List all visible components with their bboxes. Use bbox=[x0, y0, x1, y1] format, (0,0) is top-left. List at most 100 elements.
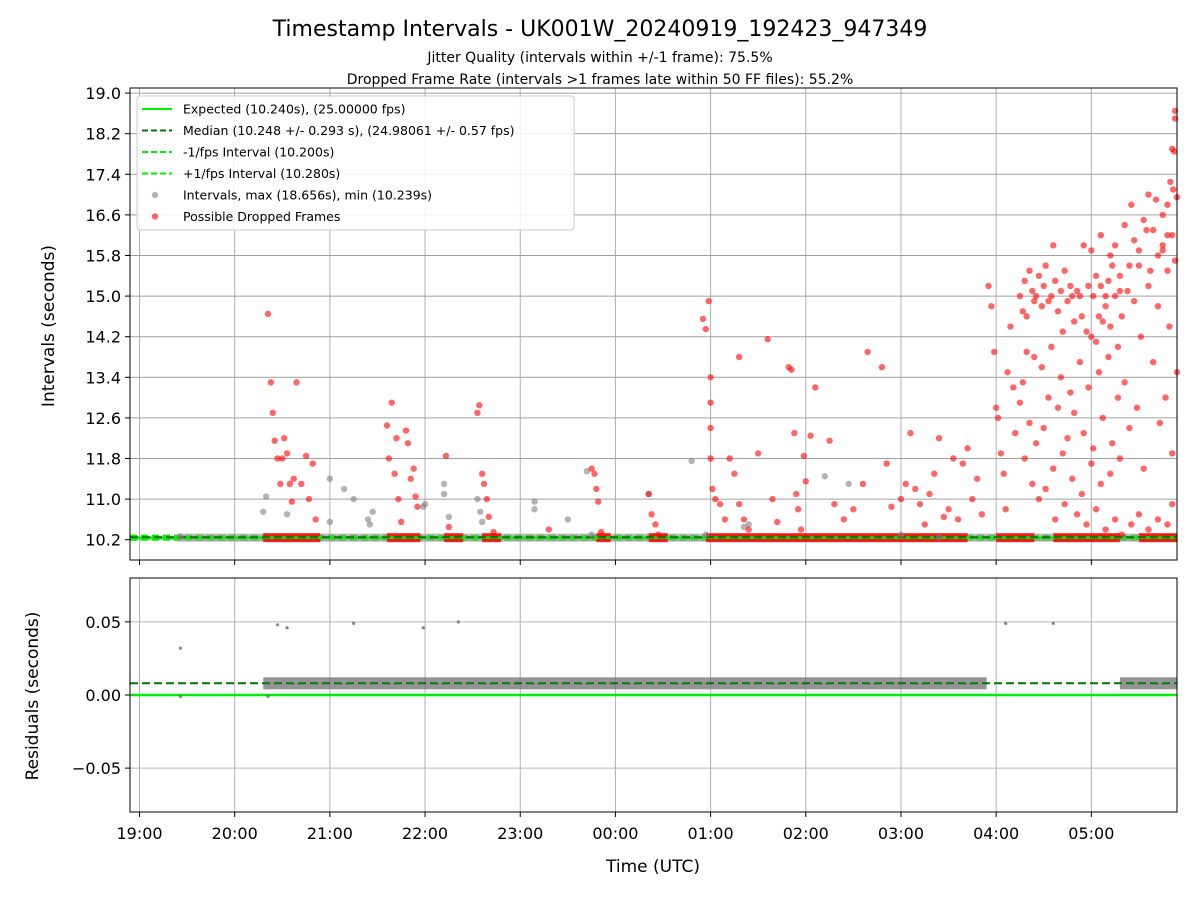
dropped-frame-point bbox=[1040, 282, 1047, 290]
dropped-frame-point bbox=[277, 480, 284, 488]
dropped-frame-point bbox=[1090, 292, 1097, 300]
dropped-frame-point bbox=[921, 521, 928, 528]
dropped-frame-point bbox=[1114, 394, 1122, 401]
dropped-frame-point bbox=[945, 506, 952, 513]
chart-title: Timestamp Intervals - UK001W_20240919_19… bbox=[272, 17, 928, 42]
interval-point bbox=[177, 533, 184, 540]
legend-marker bbox=[151, 213, 159, 220]
dropped-frame-point bbox=[652, 521, 659, 528]
dropped-frame-point bbox=[476, 402, 483, 409]
dropped-frame-point bbox=[1050, 465, 1057, 472]
dropped-frame-point bbox=[398, 518, 405, 526]
dropped-frame-point bbox=[1031, 297, 1038, 305]
dropped-frame-point bbox=[1010, 384, 1017, 391]
dropped-frame-point bbox=[302, 452, 310, 460]
x-tick-label: 22:00 bbox=[402, 824, 448, 843]
dropped-frame-point bbox=[1083, 328, 1090, 335]
interval-point bbox=[702, 531, 710, 538]
dropped-frame-point bbox=[1109, 262, 1116, 269]
dropped-frame-point bbox=[286, 480, 294, 488]
dropped-frame-point bbox=[1164, 231, 1171, 239]
dropped-frame-point bbox=[1169, 231, 1176, 239]
dropped-frame-point bbox=[645, 490, 652, 498]
residuals-panel: 19:00 20:00 21:00 22:00 23:00 00:00 01:00 02:00… bbox=[72, 577, 1178, 843]
x-tick-label: 04:00 bbox=[973, 824, 1019, 843]
y-tick-label: 16.6 bbox=[85, 206, 121, 225]
dropped-frame-point bbox=[402, 427, 410, 434]
dropped-frame-point bbox=[1088, 460, 1095, 467]
dropped-frame-point bbox=[280, 434, 288, 442]
dropped-frame-point bbox=[290, 475, 297, 482]
interval-point bbox=[474, 495, 481, 503]
chart-subtitle-jitter: Jitter Quality (intervals within +/-1 fr… bbox=[426, 50, 772, 66]
legend: Expected (10.240s), (25.00000 fps) Median… bbox=[136, 95, 575, 231]
dropped-frame-point bbox=[1105, 277, 1112, 285]
interval-point bbox=[478, 518, 486, 526]
dropped-frame-point bbox=[1116, 455, 1124, 462]
bottom-y-axis-label: Residuals (seconds) bbox=[23, 612, 43, 781]
dropped-frame-point bbox=[1102, 303, 1109, 310]
dropped-frame-point bbox=[1026, 419, 1033, 427]
dropped-frame-point bbox=[1135, 262, 1143, 269]
dropped-frame-point bbox=[1083, 521, 1090, 528]
interval-point bbox=[326, 518, 334, 526]
dropped-frame-point bbox=[959, 460, 967, 467]
interval-point bbox=[421, 500, 429, 508]
dropped-frame-point bbox=[1038, 303, 1046, 310]
dropped-frame-point bbox=[699, 315, 707, 323]
y-tick-label: 13.4 bbox=[85, 368, 121, 387]
dropped-frame-point bbox=[712, 495, 719, 503]
dropped-frame-point bbox=[1159, 211, 1166, 219]
dropped-frame-point bbox=[1092, 272, 1100, 279]
dropped-frame-point bbox=[1154, 303, 1162, 310]
dropped-frame-point bbox=[393, 434, 400, 442]
dropped-frame-point bbox=[1159, 242, 1166, 249]
dropped-frame-point bbox=[412, 493, 419, 500]
dropped-frame-point bbox=[1092, 338, 1100, 345]
dropped-frame-point bbox=[745, 526, 752, 533]
dropped-frame-point bbox=[1095, 369, 1103, 376]
dropped-frame-point bbox=[414, 503, 421, 510]
dropped-frame-point bbox=[1107, 252, 1114, 259]
residual-point bbox=[456, 620, 460, 624]
dropped-frame-point bbox=[1140, 465, 1147, 472]
dropped-frame-point bbox=[1164, 521, 1171, 528]
dropped-frame-point bbox=[293, 379, 300, 386]
dropped-frame-point bbox=[940, 513, 948, 521]
dropped-frame-point bbox=[764, 336, 771, 343]
dropped-frame-point bbox=[926, 490, 933, 498]
y-tick-label: 10.2 bbox=[85, 531, 121, 550]
residual-point bbox=[421, 626, 425, 630]
residual-point bbox=[1051, 621, 1055, 625]
dropped-frame-point bbox=[1150, 226, 1157, 234]
y-tick-label: 14.2 bbox=[85, 328, 121, 347]
dropped-frame-point bbox=[1038, 363, 1046, 371]
y-tick-label: 15.0 bbox=[85, 287, 121, 306]
dropped-frame-point bbox=[1085, 282, 1092, 290]
dropped-frame-point bbox=[264, 310, 272, 318]
dropped-frame-point bbox=[545, 526, 552, 533]
residual-point bbox=[178, 694, 183, 699]
dropped-frame-point bbox=[1000, 470, 1007, 477]
dropped-frame-point bbox=[588, 465, 595, 472]
dropped-frame-point bbox=[288, 498, 296, 505]
dropped-frame-point bbox=[1130, 237, 1138, 244]
dropped-frame-point bbox=[831, 500, 838, 508]
y-tick-label: 19.0 bbox=[85, 84, 121, 103]
dropped-frame-point bbox=[1016, 399, 1024, 406]
dropped-frame-point bbox=[309, 460, 316, 467]
x-tick-label: 00:00 bbox=[592, 824, 638, 843]
dropped-frame-point bbox=[1137, 333, 1145, 340]
interval-point bbox=[583, 467, 591, 475]
dropped-frame-point bbox=[1076, 358, 1084, 366]
dropped-frame-point bbox=[442, 452, 450, 460]
dropped-frame-point bbox=[1118, 531, 1125, 538]
dropped-frame-point bbox=[707, 455, 714, 462]
dropped-frame-point bbox=[410, 465, 417, 472]
legend-label: +1/fps Interval (10.280s) bbox=[183, 166, 340, 181]
dropped-frame-point bbox=[1045, 394, 1052, 401]
dropped-frame-point bbox=[800, 452, 808, 460]
dropped-frame-point bbox=[1078, 490, 1086, 498]
interval-point bbox=[364, 516, 372, 523]
